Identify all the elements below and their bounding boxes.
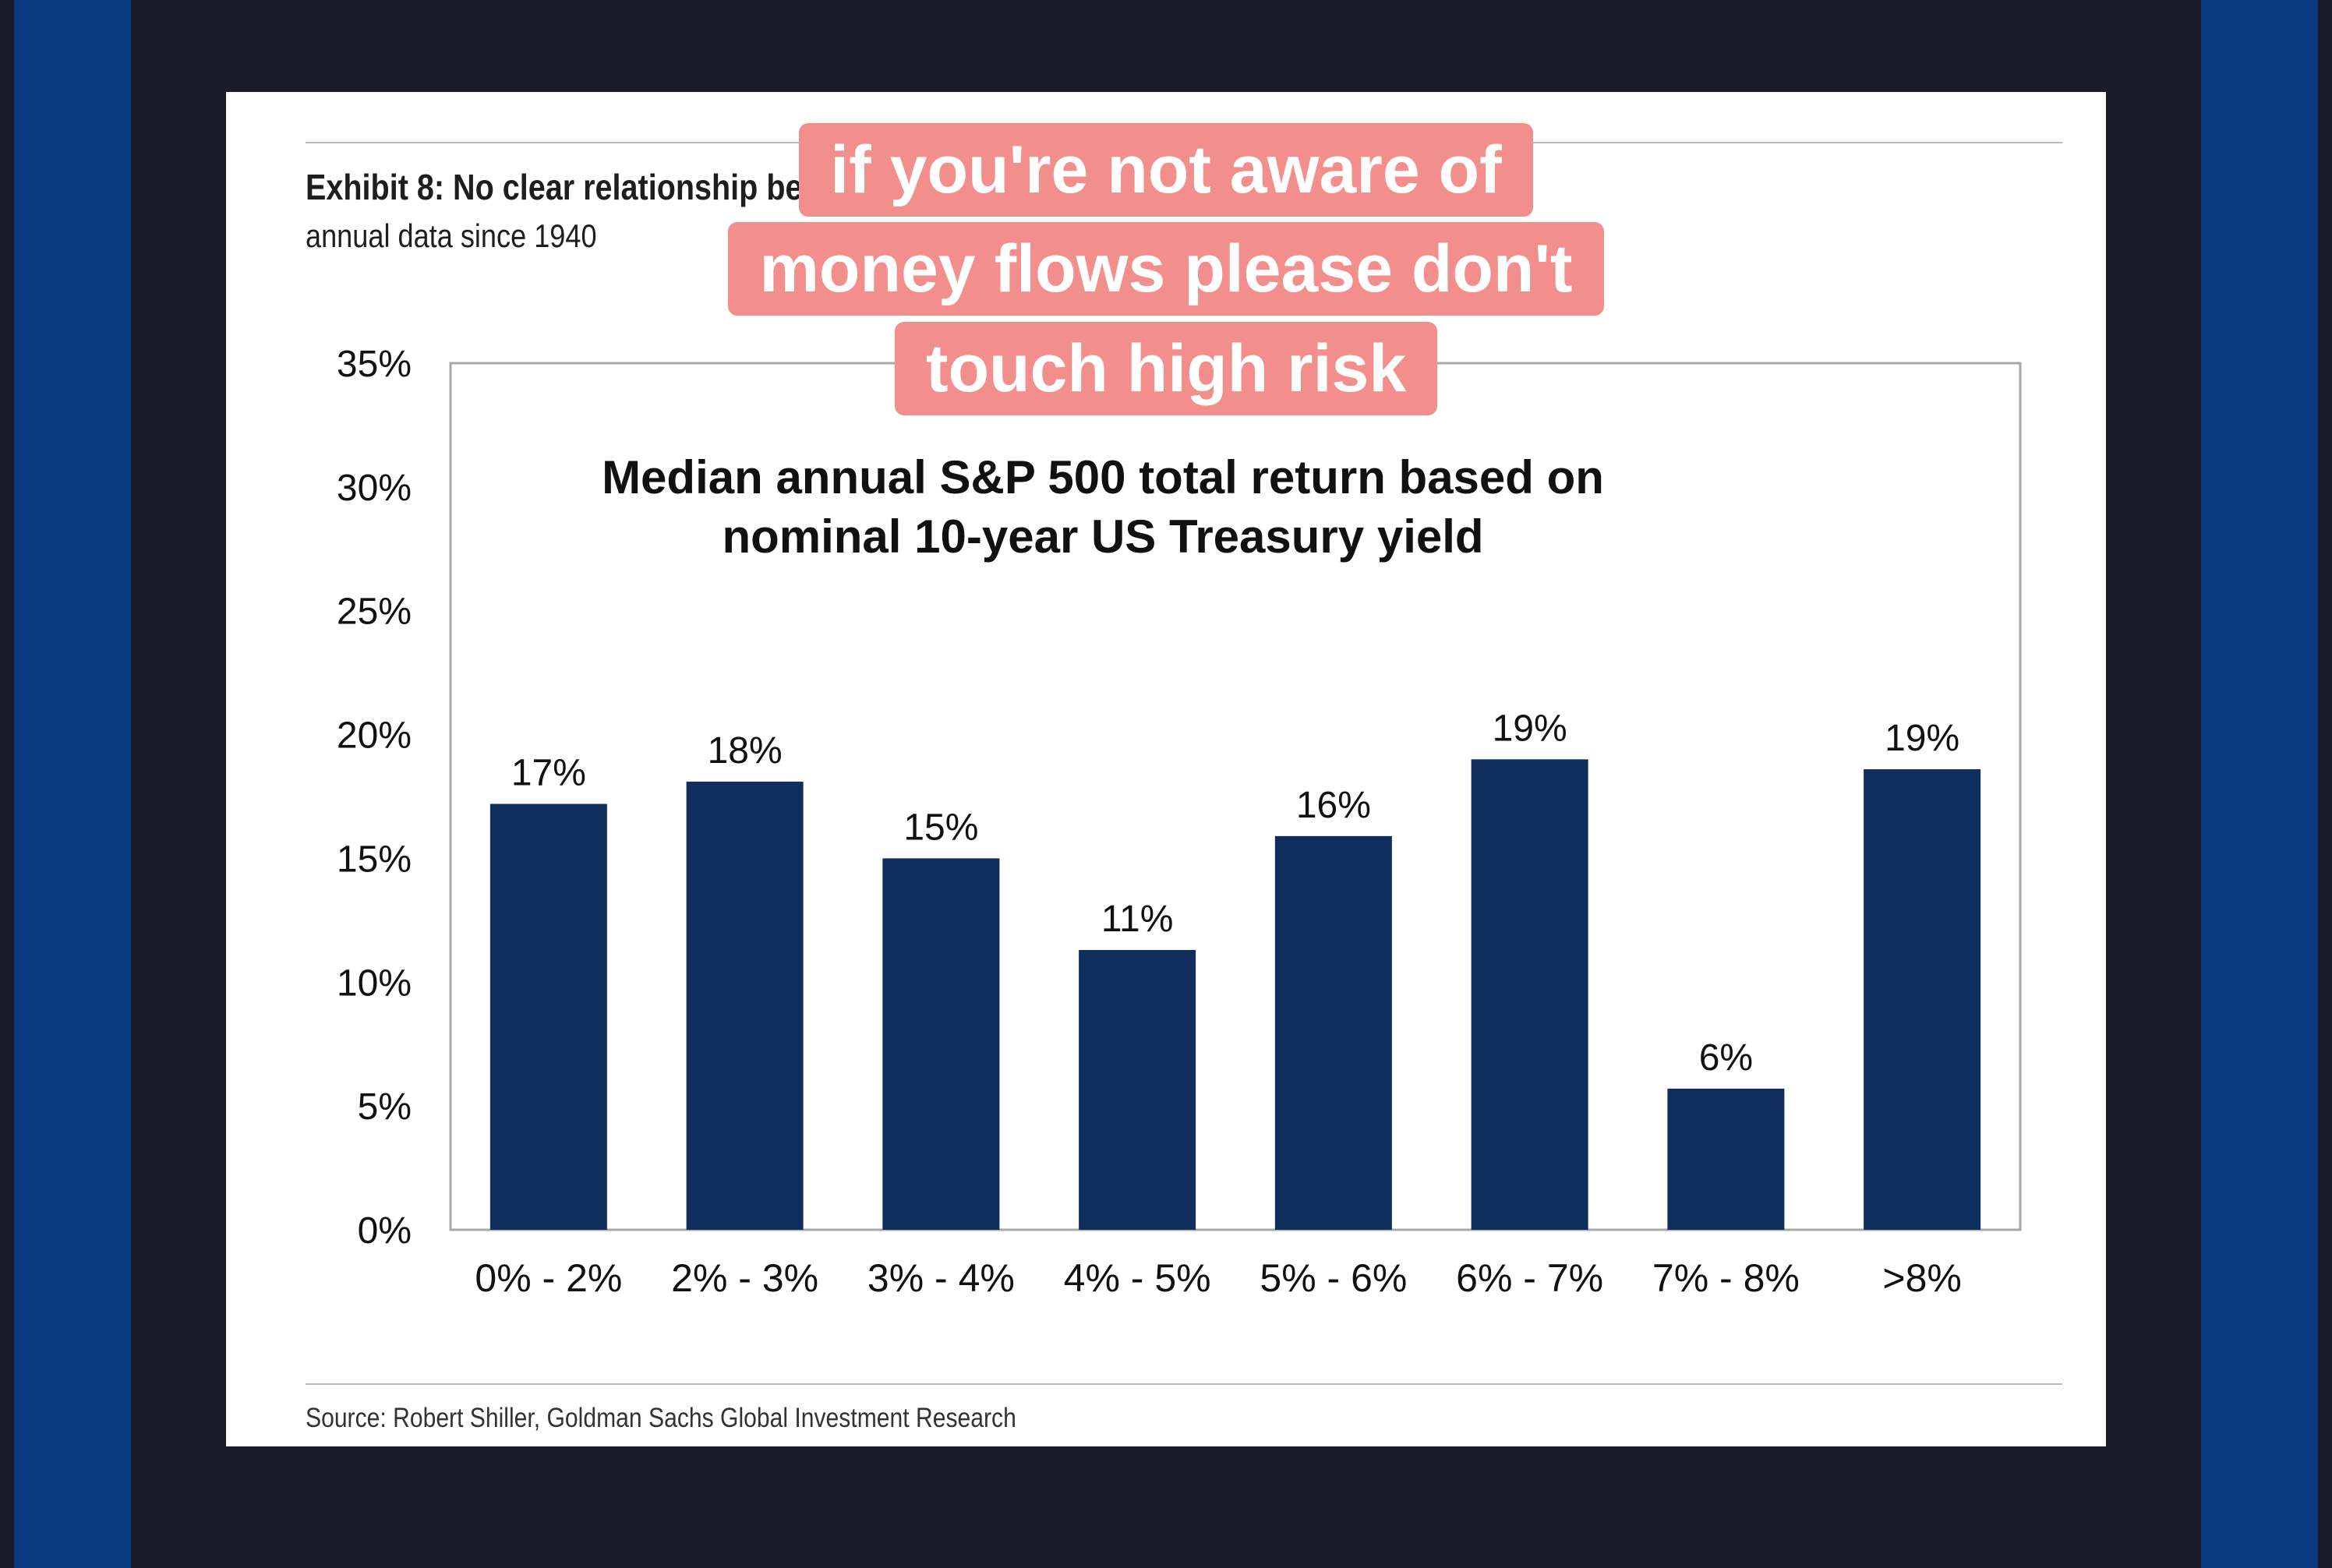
x-category-label: 0% - 2% [475, 1256, 622, 1300]
bar [1274, 835, 1392, 1230]
x-category-label: 4% - 5% [1064, 1256, 1211, 1300]
y-tick-label: 20% [337, 715, 412, 757]
exhibit-subtitle: annual data since 1940 [306, 217, 597, 254]
y-tick-label: 30% [337, 468, 412, 509]
bar [489, 803, 607, 1230]
bar [882, 858, 1000, 1230]
source-note: Source: Robert Shiller, Goldman Sachs Gl… [306, 1403, 1016, 1433]
left-border-strip [14, 0, 131, 1568]
bar-value-label: 17% [511, 753, 586, 794]
bottom-divider [306, 1383, 2062, 1385]
y-tick-label: 25% [337, 592, 412, 633]
bar-value-label: 19% [1493, 708, 1567, 749]
y-tick-label: 5% [358, 1086, 412, 1128]
bar [1864, 769, 1981, 1230]
chart-title-line-1: Median annual S&P 500 total return based… [602, 451, 1604, 503]
chart-title-line-2: nominal 10-year US Treasury yield [722, 510, 1483, 563]
caption-text-3: touch high risk [894, 322, 1438, 415]
caption-line-1: if you're not aware of [0, 123, 2332, 217]
bar-value-label: 19% [1885, 718, 1959, 759]
y-tick-label: 35% [337, 344, 412, 385]
x-category-label: 6% - 7% [1456, 1256, 1603, 1300]
bar [1079, 949, 1196, 1230]
bar-value-label: 18% [708, 730, 783, 772]
bar [1667, 1088, 1785, 1230]
caption-line-2: money flows please don't [0, 222, 2332, 316]
x-category-label: 2% - 3% [671, 1256, 818, 1300]
bar-value-label: 16% [1296, 785, 1371, 826]
caption-text-2: money flows please don't [728, 222, 1604, 316]
x-category-label: 5% - 6% [1260, 1256, 1407, 1300]
y-tick-label: 15% [337, 839, 412, 880]
x-category-label: 7% - 8% [1652, 1256, 1800, 1300]
bar-value-label: 15% [903, 807, 978, 848]
caption-line-3: touch high risk [0, 322, 2332, 415]
bar [1471, 759, 1588, 1230]
right-border-strip [2201, 0, 2318, 1568]
bar [686, 781, 804, 1230]
caption-text-1: if you're not aware of [799, 123, 1533, 217]
y-tick-label: 10% [337, 962, 412, 1004]
y-tick-label: 0% [358, 1210, 412, 1252]
bar-value-label: 6% [1699, 1037, 1753, 1079]
bar-value-label: 11% [1101, 899, 1174, 940]
x-category-label: 3% - 4% [867, 1256, 1015, 1300]
x-category-label: >8% [1882, 1256, 1961, 1300]
